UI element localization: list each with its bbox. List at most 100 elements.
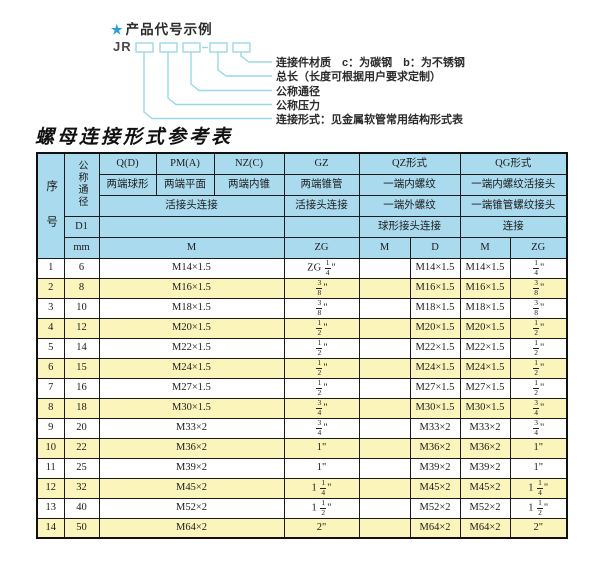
cell-m-qg: M14×1.5	[459, 257, 511, 279]
cell-seq: 7	[36, 377, 65, 399]
cell-m-qz	[358, 277, 411, 299]
cell-m-qz	[358, 477, 411, 499]
code-box	[159, 42, 178, 53]
header-seq-label: 序号	[45, 180, 58, 252]
cell-m: M16×1.5	[98, 277, 285, 299]
table-row: 1 6 M14×1.5 ZG 1 4 " M14×1.5 M14×1.5 1 4 "	[36, 257, 568, 279]
cell-seq: 12	[36, 477, 65, 499]
cell-zg-gz: 2"	[283, 517, 360, 539]
leader-line	[217, 52, 272, 77]
cell-d-qz: M30×1.5	[409, 397, 461, 419]
cell-zg-gz: 3 4 "	[283, 417, 360, 439]
cell-d-qz: M22×1.5	[409, 337, 461, 359]
cell-zg-gz: 1 2 "	[283, 357, 360, 379]
cell-m: M20×1.5	[98, 317, 285, 339]
cell-mm: 6	[63, 257, 100, 279]
cell-zg-gz: 1"	[283, 437, 360, 459]
code-label-connection: 连接形式：见金属软管常用结构形式表	[276, 113, 463, 126]
code-label-material: 连接件材质 c：为碳钢 b：为不锈钢	[276, 57, 465, 69]
cell-d-qz: M45×2	[409, 477, 461, 499]
header-qg-row4: 连接	[459, 215, 568, 238]
table-row: 4 12 M20×1.5 1 2 " M20×1.5 M20×1.5 1 2 "	[36, 317, 568, 339]
cell-mm: 18	[63, 397, 100, 419]
table-row: 11 25 M39×2 1" M39×2 M39×2 1"	[36, 457, 568, 479]
code-label-length: 总长（长度可根据用户要求定制）	[276, 71, 441, 83]
cell-m: M36×2	[98, 437, 285, 459]
cell-mm: 20	[63, 417, 100, 439]
cell-seq: 11	[36, 457, 65, 479]
cell-zg-qg: 1"	[509, 437, 568, 459]
header-qg-m-unit: M	[459, 236, 511, 259]
cell-seq: 5	[36, 337, 65, 359]
cell-m-qz	[358, 397, 411, 419]
cell-d-qz: M16×1.5	[409, 277, 461, 299]
table-row: 6 15 M24×1.5 1 2 " M24×1.5 M24×1.5 1 2 "	[36, 357, 568, 379]
cell-m-qg: M33×2	[459, 417, 511, 439]
table-row: 3 10 M18×1.5 3 8 " M18×1.5 M18×1.5 3 8 "	[36, 297, 568, 319]
header-nominal-diameter-label: 公称通径	[76, 159, 87, 208]
header-qz-d-unit: D	[409, 236, 461, 259]
cell-seq: 8	[36, 397, 65, 419]
table-row: 10 22 M36×2 1" M36×2 M36×2 1"	[36, 437, 568, 459]
cell-m-qg: M16×1.5	[459, 277, 511, 299]
cell-seq: 14	[36, 517, 65, 539]
table-row: 14 50 M64×2 2" M64×2 M64×2 2"	[36, 517, 568, 539]
header-nz-code: NZ(C)	[213, 152, 285, 175]
cell-d-qz: M20×1.5	[409, 317, 461, 339]
cell-zg-qg: 1 1 4 "	[509, 477, 568, 499]
cell-mm: 50	[63, 517, 100, 539]
cell-d-qz: M36×2	[409, 437, 461, 459]
code-label-diameter: 公称通径	[276, 85, 320, 98]
cell-m-qz	[358, 317, 411, 339]
cell-d-qz: M24×1.5	[409, 357, 461, 379]
cell-zg-gz: 1"	[283, 457, 360, 479]
cell-mm: 16	[63, 377, 100, 399]
cell-zg-gz: 1 2 "	[283, 377, 360, 399]
cell-mm: 25	[63, 457, 100, 479]
cell-m: M22×1.5	[98, 337, 285, 359]
header-nz-desc: 两端内锥	[213, 173, 285, 196]
cell-m: M52×2	[98, 497, 285, 519]
star-icon: ★	[111, 22, 124, 37]
header-qz-code: QZ形式	[358, 152, 461, 175]
cell-d-qz: M27×1.5	[409, 377, 461, 399]
cell-m-qg: M52×2	[459, 497, 511, 519]
cell-m-qz	[358, 437, 411, 459]
header-qz-m-unit: M	[358, 236, 411, 259]
cell-seq: 9	[36, 417, 65, 439]
cell-zg-qg: 1 1 2 "	[509, 497, 568, 519]
cell-d-qz: M52×2	[409, 497, 461, 519]
product-code-diagram: ★ 产品代号示例 JR 连接件材质 c：为碳钢 b：为不锈钢 总长（长度可根据用户…	[0, 0, 600, 150]
cell-m-qz	[358, 377, 411, 399]
cell-mm: 15	[63, 357, 100, 379]
cell-m-qg: M22×1.5	[459, 337, 511, 359]
cell-zg-gz: 1 1 2 "	[283, 497, 360, 519]
cell-m: M33×2	[98, 417, 285, 439]
cell-zg-qg: 2"	[509, 517, 568, 539]
cell-m-qz	[358, 457, 411, 479]
leader-line	[143, 52, 272, 120]
header-qg-code: QG形式	[459, 152, 568, 175]
header-q-desc: 两端球形	[98, 173, 157, 196]
cell-m-qz	[358, 357, 411, 379]
table-row: 5 14 M22×1.5 1 2 " M22×1.5 M22×1.5 1 2 "	[36, 337, 568, 359]
cell-zg-qg: 3 4 "	[509, 417, 568, 439]
code-box	[232, 42, 251, 53]
cell-zg-gz: 1 2 "	[283, 337, 360, 359]
code-lines-graphic	[135, 42, 272, 120]
cell-d-qz: M39×2	[409, 457, 461, 479]
header-gz-connection: 活接头连接	[283, 194, 360, 217]
table-row: 9 20 M33×2 3 4 " M33×2 M33×2 3 4 "	[36, 417, 568, 439]
cell-m-qg: M45×2	[459, 477, 511, 499]
cell-mm: 22	[63, 437, 100, 459]
leader-line	[167, 52, 272, 106]
cell-m: M14×1.5	[98, 257, 285, 279]
cell-m-qg: M39×2	[459, 457, 511, 479]
cell-m-qz	[358, 517, 411, 539]
leader-line	[240, 52, 272, 63]
cell-mm: 8	[63, 277, 100, 299]
code-label-pressure: 公称压力	[276, 99, 320, 112]
cell-m: M27×1.5	[98, 377, 285, 399]
cell-m: M24×1.5	[98, 357, 285, 379]
cell-zg-qg: 3 8 "	[509, 297, 568, 319]
